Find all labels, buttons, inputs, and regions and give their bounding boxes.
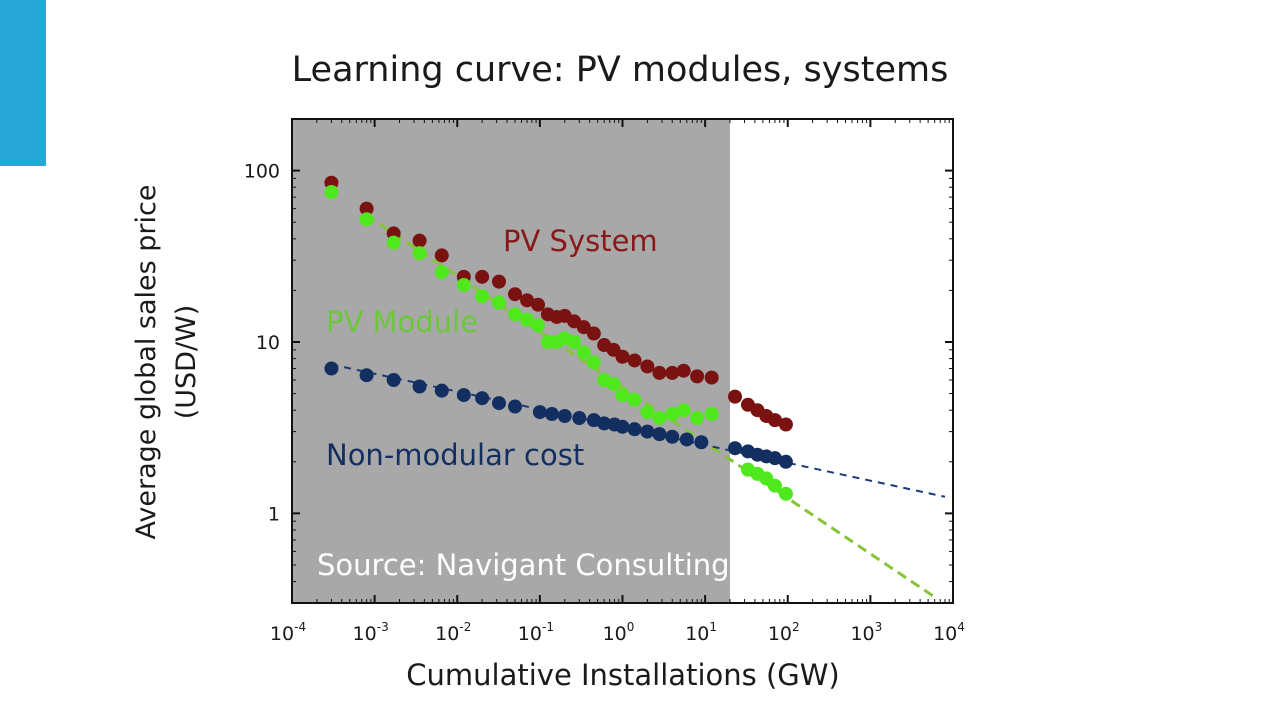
data-point-non-modular-cost <box>557 408 572 423</box>
data-point-pv-module <box>640 405 655 420</box>
data-point-non-modular-cost <box>767 451 782 466</box>
data-point-non-modular-cost <box>615 419 630 434</box>
x-tick-label: 100 <box>603 620 635 645</box>
data-point-pv-system <box>508 287 523 302</box>
data-point-non-modular-cost <box>778 454 793 469</box>
data-points <box>324 175 793 501</box>
data-point-pv-system <box>412 233 427 248</box>
data-point-pv-system <box>767 413 782 428</box>
source-annotation: Source: Navigant Consulting <box>317 548 730 582</box>
data-point-non-modular-cost <box>508 399 523 414</box>
accent-bar <box>0 0 46 166</box>
data-point-pv-system <box>491 274 506 289</box>
data-point-pv-system <box>676 363 691 378</box>
slide-title: Learning curve: PV modules, systems <box>291 50 949 90</box>
data-point-pv-system <box>704 370 719 385</box>
x-tick-label: 10-1 <box>518 620 554 645</box>
data-point-pv-module <box>676 403 691 418</box>
x-tick-label: 10-3 <box>353 620 389 645</box>
data-point-pv-module <box>412 246 427 261</box>
data-point-non-modular-cost <box>491 396 506 411</box>
data-point-non-modular-cost <box>544 407 559 422</box>
data-point-pv-system <box>475 269 490 284</box>
data-point-non-modular-cost <box>640 424 655 439</box>
data-point-pv-module <box>665 407 680 422</box>
data-point-non-modular-cost <box>572 411 587 426</box>
data-point-pv-module <box>531 318 546 333</box>
data-point-pv-module <box>690 411 705 426</box>
data-point-pv-system <box>434 248 449 263</box>
series-label-non-modular-cost: Non-modular cost <box>326 438 584 472</box>
data-point-non-modular-cost <box>679 432 694 447</box>
y-axis-unit: (USD/W) <box>171 305 202 420</box>
data-point-non-modular-cost <box>456 388 471 403</box>
data-point-non-modular-cost <box>434 383 449 398</box>
y-tick-label: 1 <box>268 503 280 525</box>
data-point-pv-module <box>778 486 793 501</box>
shaded-region <box>292 119 730 603</box>
data-point-non-modular-cost <box>665 429 680 444</box>
data-point-pv-module <box>434 265 449 280</box>
data-point-non-modular-cost <box>359 368 374 383</box>
x-tick-label: 101 <box>685 620 717 645</box>
data-point-pv-module <box>615 388 630 403</box>
data-point-pv-system <box>627 353 642 368</box>
data-point-pv-system <box>640 359 655 374</box>
axis-ticks <box>291 118 954 604</box>
data-point-pv-module <box>627 392 642 407</box>
data-point-pv-module <box>491 295 506 310</box>
data-point-non-modular-cost <box>694 435 709 450</box>
series-label-pv-module: PV Module <box>326 305 478 339</box>
data-point-non-modular-cost <box>386 373 401 388</box>
data-point-non-modular-cost <box>652 427 667 442</box>
y-axis-title: Average global sales price <box>131 185 162 540</box>
data-point-pv-system <box>615 349 630 364</box>
data-point-non-modular-cost <box>475 391 490 406</box>
data-point-pv-system <box>531 297 546 312</box>
data-point-pv-module <box>324 185 339 200</box>
x-tick-label: 10-4 <box>270 620 306 645</box>
data-point-non-modular-cost <box>597 416 612 431</box>
data-point-non-modular-cost <box>324 361 339 376</box>
data-point-pv-module <box>475 289 490 304</box>
data-point-pv-module <box>576 345 591 360</box>
data-point-pv-module <box>767 478 782 493</box>
y-tick-label: 100 <box>244 161 280 183</box>
data-point-non-modular-cost <box>412 379 427 394</box>
data-point-pv-system <box>728 389 743 404</box>
y-tick-labels: 1 10 100 <box>244 161 280 526</box>
data-point-pv-system <box>665 365 680 380</box>
data-point-pv-module <box>359 212 374 227</box>
data-point-pv-system <box>778 417 793 432</box>
series-label-pv-system: PV System <box>503 224 658 258</box>
data-point-pv-module <box>652 411 667 426</box>
y-tick-label: 10 <box>256 332 280 354</box>
data-point-pv-system <box>576 320 591 335</box>
x-tick-labels: 10-4 10-3 10-2 10-1 100 101 102 103 104 <box>270 620 965 645</box>
x-tick-label: 102 <box>768 620 800 645</box>
data-point-pv-system <box>652 365 667 380</box>
data-point-non-modular-cost <box>627 422 642 437</box>
data-point-pv-system <box>359 201 374 216</box>
data-point-pv-module <box>386 235 401 250</box>
data-point-pv-module <box>606 376 621 391</box>
data-point-pv-system <box>520 293 535 308</box>
data-point-pv-module <box>586 355 601 370</box>
x-tick-label: 10-2 <box>435 620 471 645</box>
x-tick-label: 103 <box>850 620 882 645</box>
data-point-pv-module <box>567 334 582 349</box>
data-point-pv-module <box>704 407 719 422</box>
data-point-pv-module <box>520 312 535 327</box>
x-axis-title: Cumulative Installations (GW) <box>406 658 839 692</box>
data-point-non-modular-cost <box>728 441 743 456</box>
data-point-pv-system <box>586 326 601 341</box>
x-tick-label: 104 <box>933 620 965 645</box>
data-point-pv-system <box>690 369 705 384</box>
data-point-pv-module <box>508 307 523 322</box>
data-point-pv-module <box>456 278 471 293</box>
data-point-non-modular-cost <box>532 405 547 420</box>
